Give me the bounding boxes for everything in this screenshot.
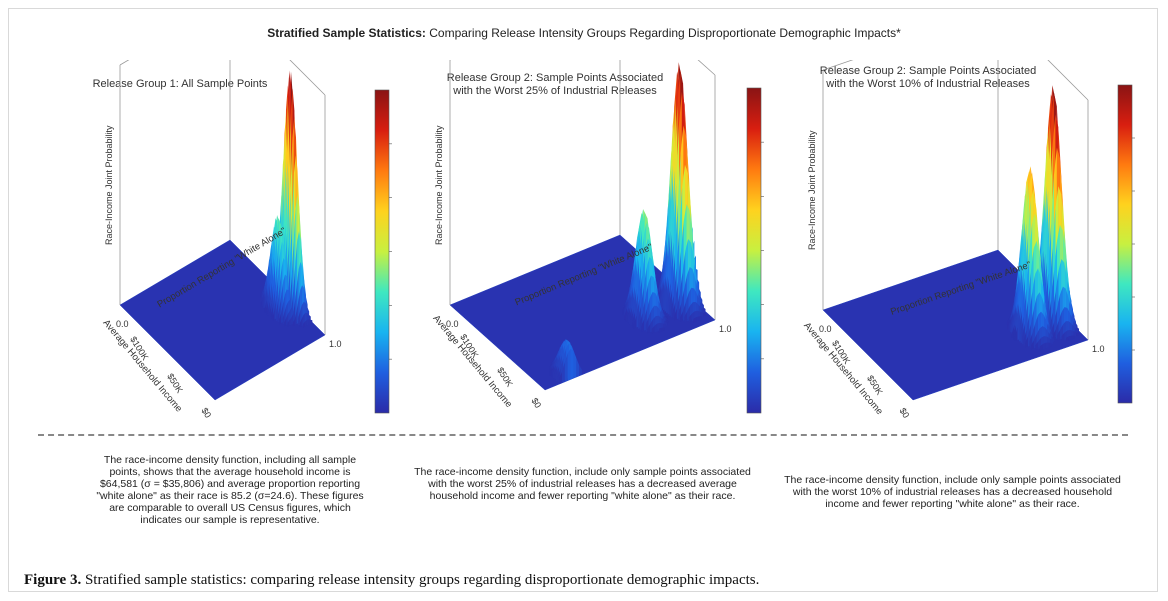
- figure-caption-text: Stratified sample statistics: comparing …: [81, 572, 760, 588]
- figure-main-title: Stratified Sample Statistics: Comparing …: [0, 26, 1168, 40]
- surface-svg: Race-Income Joint Probability$0$50K$100K…: [801, 60, 1135, 420]
- panel-title: Release Group 2: Sample Points Associate…: [446, 72, 664, 97]
- main-title-rest: Comparing Release Intensity Groups Regar…: [425, 26, 901, 40]
- caption-group-2-worst-10: The race-income density function, includ…: [784, 474, 1121, 510]
- surface-mesh: [822, 85, 1089, 401]
- x-tick-label: $0: [199, 406, 213, 420]
- plot-box: [119, 60, 326, 335]
- surface-mesh: [449, 62, 716, 391]
- plot-box: [449, 60, 716, 320]
- surface-base: [119, 239, 326, 401]
- panel-title: Release Group 2: Sample Points Associate…: [819, 65, 1037, 90]
- z-axis-label: Race-Income Joint Probability: [807, 130, 817, 250]
- colorbar: [374, 89, 390, 414]
- surface-plot-group-2-worst-10: Release Group 2: Sample Points Associate…: [778, 60, 1158, 430]
- dashed-divider: [38, 434, 1128, 436]
- z-axis-label: Race-Income Joint Probability: [104, 125, 114, 245]
- y-tick-label: 0.0: [446, 319, 459, 329]
- panel-title: Release Group 1: All Sample Points: [92, 78, 268, 90]
- figure-caption-label: Figure 3.: [24, 572, 82, 588]
- main-title-bold: Stratified Sample Statistics:: [267, 26, 426, 40]
- y-tick-label: 1.0: [1092, 344, 1105, 354]
- x-tick-label: $0: [529, 396, 543, 410]
- caption-group-1: The race-income density function, includ…: [96, 454, 364, 526]
- figure-caption: Figure 3. Stratified sample statistics: …: [24, 572, 759, 589]
- surface-plot-group-1: Release Group 1: All Sample Points Race-I…: [30, 60, 410, 430]
- plot-box: [822, 60, 1089, 340]
- y-tick-label: 0.0: [819, 324, 832, 334]
- colorbar: [1117, 84, 1133, 404]
- caption-group-2-worst-25: The race-income density function, includ…: [414, 466, 751, 502]
- y-tick-label: 1.0: [329, 339, 342, 349]
- surface-plot-group-2-worst-25: Release Group 2: Sample Points Associate…: [405, 60, 785, 430]
- surface-mesh: [119, 70, 326, 401]
- figure-frame: [8, 8, 1158, 592]
- surface-svg: Race-Income Joint Probability$0$50K$100K…: [430, 60, 764, 414]
- x-tick-label: $0: [898, 406, 912, 420]
- y-tick-label: 1.0: [719, 324, 732, 334]
- colorbar: [746, 87, 762, 414]
- z-axis-label: Race-Income Joint Probability: [434, 125, 444, 245]
- surface-svg: Race-Income Joint Probability$0$50K$100K…: [100, 60, 392, 420]
- y-tick-label: 0.0: [116, 319, 129, 329]
